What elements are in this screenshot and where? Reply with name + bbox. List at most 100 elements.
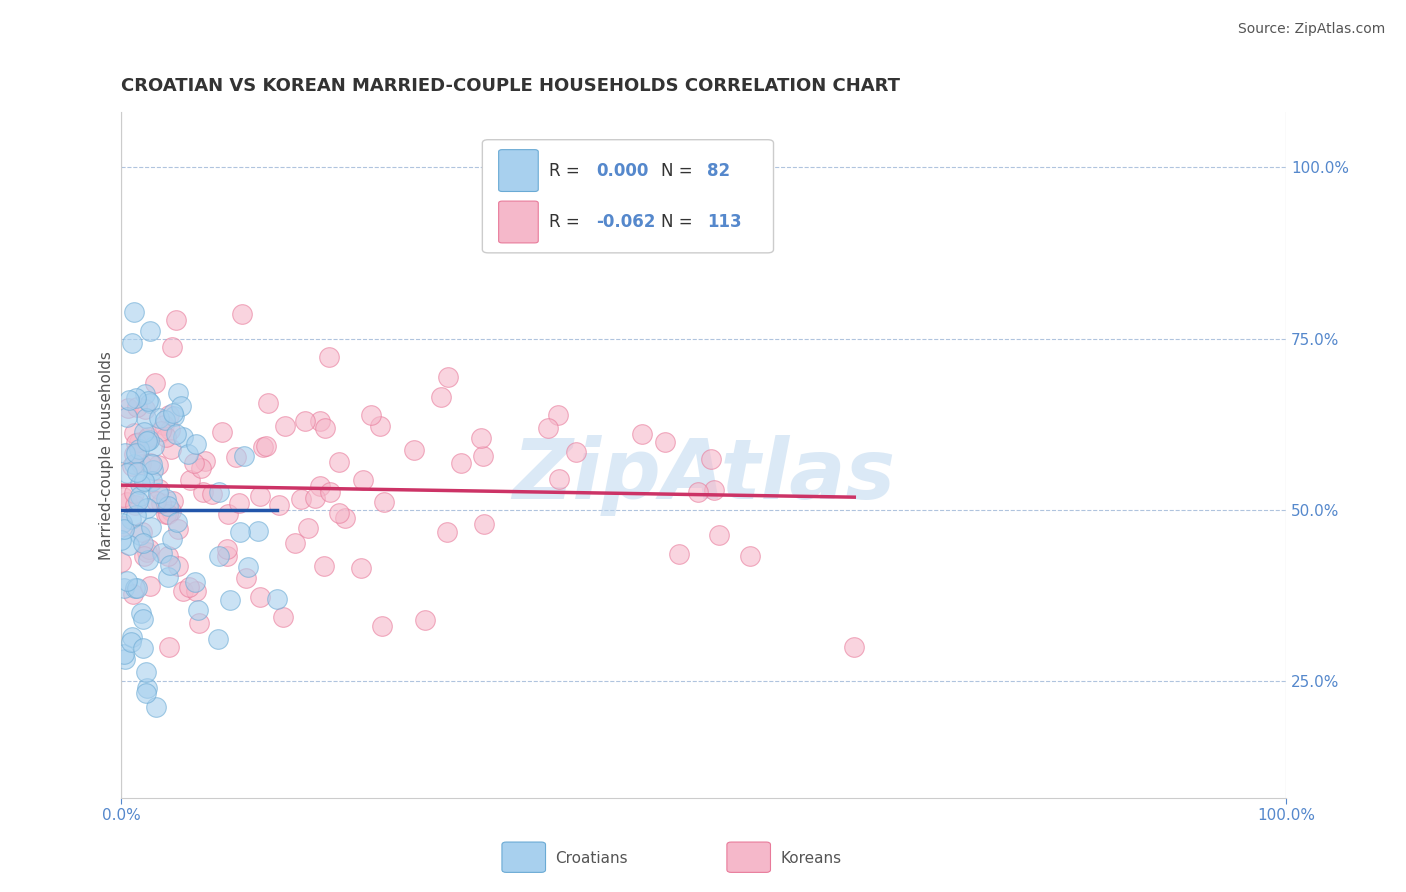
Point: [127, 493, 149, 508]
Point: [136, 681, 159, 695]
Point: [844, 640, 866, 655]
Point: [654, 434, 676, 449]
Point: [228, 524, 250, 539]
Point: [547, 408, 569, 422]
Point: [157, 500, 180, 514]
Text: Koreans: Koreans: [780, 851, 841, 865]
Point: [135, 686, 157, 700]
Point: [368, 418, 391, 433]
Point: [208, 484, 231, 499]
Point: [132, 425, 155, 440]
Point: [156, 570, 179, 584]
Point: [207, 632, 229, 646]
Point: [167, 386, 190, 401]
Point: [111, 490, 134, 504]
Point: [352, 473, 374, 487]
Point: [124, 305, 146, 319]
Y-axis label: Married-couple Households: Married-couple Households: [100, 351, 114, 559]
Point: [138, 553, 160, 567]
Point: [215, 542, 238, 557]
Point: [118, 538, 141, 552]
Point: [231, 307, 253, 321]
Point: [128, 442, 150, 456]
Point: [471, 450, 494, 464]
Point: [430, 390, 453, 404]
Point: [436, 524, 458, 539]
FancyBboxPatch shape: [499, 201, 538, 243]
Point: [297, 521, 319, 535]
Point: [703, 483, 725, 498]
Point: [246, 524, 269, 538]
Point: [565, 445, 588, 459]
Point: [159, 442, 181, 456]
Point: [127, 400, 149, 414]
Point: [132, 641, 155, 656]
Point: [170, 399, 193, 413]
Text: 113: 113: [707, 213, 742, 231]
Point: [167, 558, 190, 573]
Point: [111, 519, 134, 533]
Point: [254, 439, 277, 453]
Text: 82: 82: [707, 161, 730, 179]
Point: [249, 590, 271, 604]
Point: [157, 408, 180, 422]
Point: [120, 634, 142, 648]
Text: Croatians: Croatians: [555, 851, 628, 865]
Point: [131, 525, 153, 540]
Point: [257, 395, 280, 409]
Point: [112, 522, 135, 536]
Point: [115, 466, 138, 480]
Point: [135, 432, 157, 446]
Point: [148, 410, 170, 425]
Point: [135, 434, 157, 448]
Point: [150, 546, 173, 560]
Point: [148, 482, 170, 496]
Point: [155, 507, 177, 521]
Point: [167, 522, 190, 536]
Point: [112, 647, 135, 661]
Point: [124, 426, 146, 441]
Point: [138, 433, 160, 447]
Point: [201, 487, 224, 501]
Point: [128, 476, 150, 491]
Point: [114, 652, 136, 666]
Point: [309, 478, 332, 492]
Point: [134, 549, 156, 563]
Point: [163, 409, 186, 423]
Point: [328, 506, 350, 520]
Point: [266, 592, 288, 607]
Point: [142, 439, 165, 453]
Point: [128, 434, 150, 449]
Point: [236, 560, 259, 574]
Point: [118, 393, 141, 408]
Point: [125, 446, 148, 460]
Point: [333, 511, 356, 525]
Point: [110, 533, 132, 548]
FancyBboxPatch shape: [499, 150, 538, 192]
Point: [157, 640, 180, 655]
Point: [215, 549, 238, 563]
Point: [472, 517, 495, 532]
Point: [134, 402, 156, 417]
Point: [314, 421, 336, 435]
Point: [134, 387, 156, 401]
Point: [273, 609, 295, 624]
Point: [183, 456, 205, 470]
Point: [274, 419, 297, 434]
Point: [162, 340, 184, 354]
Text: CROATIAN VS KOREAN MARRIED-COUPLE HOUSEHOLDS CORRELATION CHART: CROATIAN VS KOREAN MARRIED-COUPLE HOUSEH…: [121, 78, 900, 95]
Point: [700, 451, 723, 466]
Point: [738, 549, 761, 564]
Point: [668, 547, 690, 561]
Point: [146, 486, 169, 500]
Point: [155, 491, 177, 506]
Point: [115, 495, 138, 509]
Text: R =: R =: [548, 213, 585, 231]
Point: [290, 491, 312, 506]
Point: [159, 423, 181, 437]
Point: [165, 427, 187, 442]
Point: [228, 495, 250, 509]
Point: [269, 498, 291, 512]
Point: [309, 414, 332, 428]
Point: [537, 421, 560, 435]
